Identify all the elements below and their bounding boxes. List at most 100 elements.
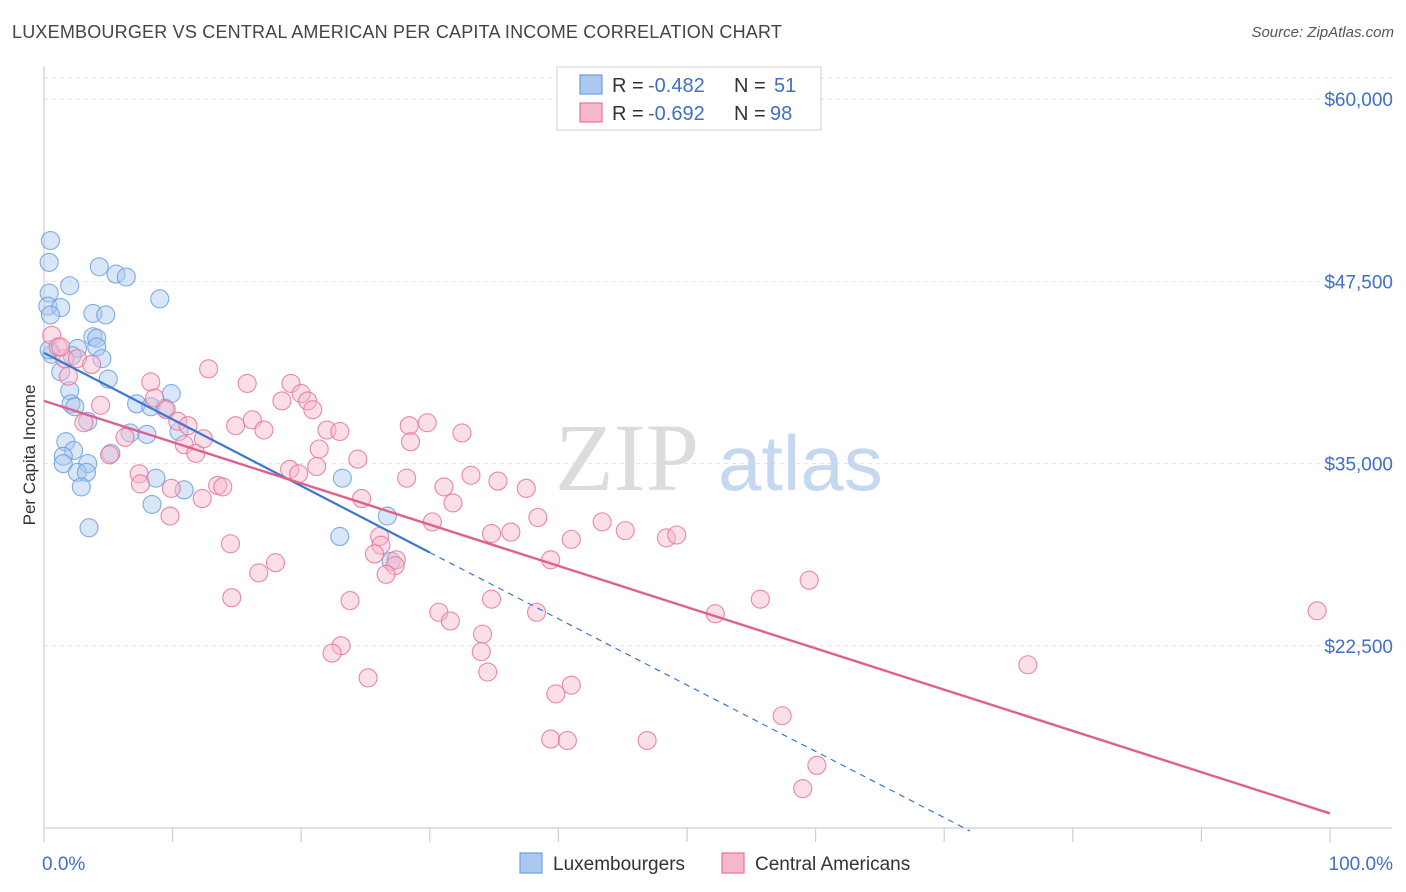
x-tick-label-1: 100.0%: [1329, 854, 1394, 875]
point-0-0: [40, 231, 60, 251]
point-1-90: [546, 684, 566, 704]
tick-labels: $22,500 $35,000 $47,500 $60,000 0.0% 100.0%: [42, 90, 1393, 875]
point-1-28: [452, 423, 472, 443]
point-1-27: [417, 413, 437, 433]
legend-r-label-1: R =: [612, 103, 644, 125]
point-0-39: [76, 462, 96, 482]
point-1-70: [249, 563, 269, 583]
x-tick-label-0: 0.0%: [42, 854, 85, 875]
point-1-87: [478, 662, 498, 682]
point-1-65: [364, 544, 385, 564]
point-1-24: [330, 421, 350, 442]
point-1-41: [461, 465, 481, 485]
point-1-5: [58, 366, 78, 386]
bottom-legend-swatch-central-americans: [721, 852, 745, 874]
point-1-96: [793, 779, 813, 799]
point-1-93: [557, 730, 577, 751]
point-1-75: [481, 589, 502, 609]
point-1-14: [298, 391, 318, 411]
legend-n-label-0: N =: [734, 75, 766, 97]
point-0-1: [39, 252, 59, 272]
point-1-33: [100, 445, 120, 465]
point-1-43: [434, 477, 454, 497]
point-1-51: [443, 493, 463, 513]
point-0-35: [53, 446, 73, 466]
point-1-48: [161, 478, 181, 498]
trend-lines: [43, 351, 1331, 832]
point-0-33: [64, 440, 84, 461]
y-tick-label-1: $35,000: [1324, 455, 1393, 476]
point-1-39: [307, 456, 327, 477]
bottom-legend-label-luxembourgers: Luxembourgers: [553, 854, 685, 875]
point-1-19: [178, 416, 198, 436]
y-tick-label-2: $47,500: [1324, 272, 1393, 293]
watermark-zip: ZIP: [555, 404, 699, 511]
point-1-57: [501, 522, 521, 542]
point-1-59: [615, 521, 635, 541]
point-1-56: [481, 523, 502, 544]
point-0-9: [51, 298, 71, 318]
axes: [43, 66, 1392, 842]
point-1-8: [141, 372, 161, 392]
point-0-18: [92, 349, 112, 369]
point-1-82: [472, 624, 493, 644]
point-1-40: [397, 468, 417, 488]
point-1-26: [400, 432, 421, 452]
point-0-10: [40, 305, 60, 325]
point-0-5: [60, 276, 80, 296]
point-1-91: [772, 706, 792, 726]
trend-line-luxembourgers-extension: [429, 551, 971, 832]
point-1-86: [1018, 655, 1038, 675]
legend: R = -0.482 N = 51 R = -0.692 N = 98: [556, 66, 822, 131]
point-1-58: [561, 529, 581, 549]
point-1-25: [399, 416, 419, 436]
point-1-72: [799, 570, 819, 590]
point-1-3: [67, 349, 87, 369]
point-1-69: [265, 553, 286, 573]
source-label: Source: ZipAtlas.com: [1251, 24, 1394, 41]
point-0-17: [87, 337, 107, 357]
point-1-6: [91, 395, 111, 415]
point-1-71: [376, 564, 396, 584]
point-1-92: [541, 729, 561, 749]
point-1-94: [637, 730, 657, 751]
point-1-35: [348, 449, 368, 469]
trend-line-central-americans: [43, 399, 1331, 815]
point-0-47: [330, 526, 350, 547]
point-1-78: [440, 611, 460, 631]
point-1-4: [82, 354, 102, 375]
point-1-42: [488, 471, 508, 491]
point-1-62: [220, 534, 241, 554]
point-1-79: [526, 602, 547, 622]
point-1-20: [226, 416, 246, 436]
point-0-7: [150, 289, 170, 309]
point-1-10: [237, 373, 257, 393]
legend-r-label-0: R =: [612, 75, 644, 97]
point-1-12: [281, 373, 301, 393]
chart-title: LUXEMBOURGER VS CENTRAL AMERICAN PER CAP…: [12, 22, 783, 42]
point-1-11: [272, 391, 292, 411]
point-1-54: [528, 507, 548, 528]
trend-line-luxembourgers: [43, 351, 431, 554]
bottom-legend-label-central-americans: Central Americans: [755, 854, 910, 875]
point-1-22: [254, 420, 274, 440]
point-1-52: [160, 506, 180, 526]
point-1-66: [386, 550, 406, 570]
point-1-61: [667, 525, 687, 545]
point-0-12: [96, 305, 116, 325]
point-1-89: [561, 675, 581, 695]
point-0-41: [332, 468, 352, 488]
y-tick-label-0: $22,500: [1324, 637, 1393, 658]
point-1-85: [471, 642, 491, 662]
scatter-points: [38, 231, 1327, 799]
legend-n-value-0: 51: [774, 75, 796, 97]
series-central-americans: [42, 325, 1327, 799]
point-0-2: [89, 257, 109, 277]
legend-r-value-1: -0.692: [648, 103, 705, 125]
legend-n-value-1: 98: [770, 103, 792, 125]
point-0-37: [53, 454, 73, 474]
point-1-47: [213, 477, 233, 497]
point-0-4: [116, 267, 136, 287]
point-1-16: [145, 388, 165, 408]
point-1-55: [592, 512, 612, 532]
